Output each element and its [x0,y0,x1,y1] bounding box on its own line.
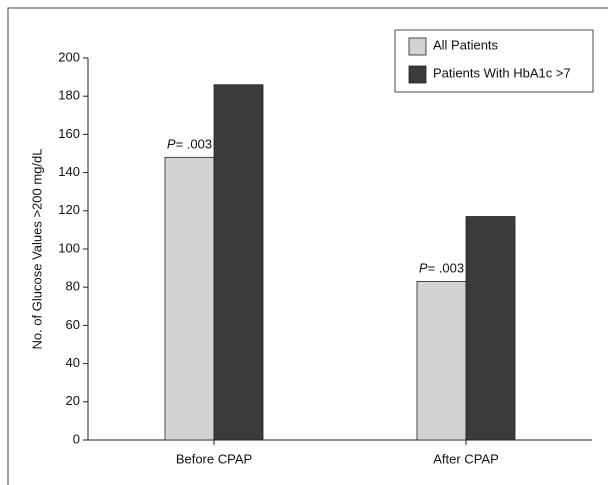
y-tick-label: 200 [58,49,80,64]
y-tick-label: 160 [58,126,80,141]
y-tick-label: 120 [58,202,80,217]
y-tick-label: 20 [66,393,80,408]
x-tick-label: After CPAP [433,451,499,466]
legend-label: Patients With HbA1c >7 [433,65,571,80]
y-tick-label: 100 [58,240,80,255]
frame [7,7,608,485]
legend-swatch [408,65,427,84]
bar [416,281,467,441]
y-tick-label: 40 [66,355,80,370]
bar [213,84,264,441]
x-tick-label: Before CPAP [176,451,252,466]
legend-swatch [408,37,427,56]
annotation-rest: = .003 [428,261,465,276]
y-tick-label: 0 [73,431,80,446]
y-tick-label: 180 [58,88,80,103]
annotation-rest: = .003 [176,137,213,152]
bar [164,156,215,441]
annotation-italic: P [167,137,176,152]
y-tick-label: 80 [66,279,80,294]
bar [465,216,516,441]
legend-box [394,29,594,93]
annotation: P= .003 [419,261,464,276]
legend-label: All Patients [433,37,499,52]
annotation-italic: P [419,261,428,276]
y-tick-label: 140 [58,164,80,179]
y-tick-label: 60 [66,317,80,332]
y-axis-label: No. of Glucose Values >200 mg/dL [29,148,44,349]
annotation: P= .003 [167,137,212,152]
